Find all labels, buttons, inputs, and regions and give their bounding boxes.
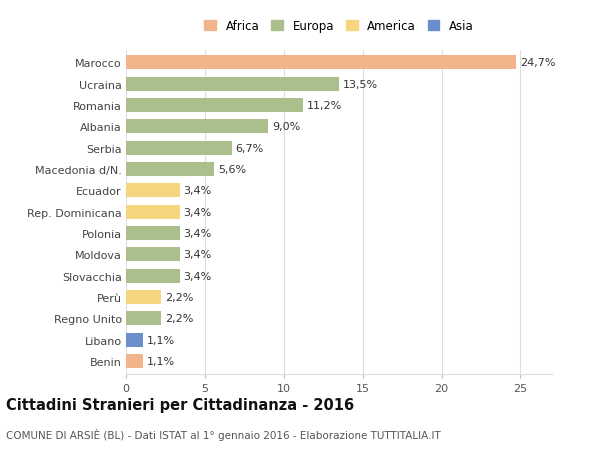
Text: 3,4%: 3,4% [184, 186, 212, 196]
Bar [126, 291, 161, 304]
Text: 9,0%: 9,0% [272, 122, 300, 132]
Bar [126, 205, 179, 219]
Bar [126, 269, 179, 283]
Text: 1,1%: 1,1% [148, 335, 175, 345]
Text: COMUNE DI ARSIÈ (BL) - Dati ISTAT al 1° gennaio 2016 - Elaborazione TUTTITALIA.I: COMUNE DI ARSIÈ (BL) - Dati ISTAT al 1° … [6, 428, 441, 440]
Bar [126, 354, 143, 368]
Text: 2,2%: 2,2% [164, 292, 193, 302]
Bar [126, 56, 516, 70]
Bar [126, 99, 303, 113]
Bar [126, 248, 179, 262]
Text: 3,4%: 3,4% [184, 250, 212, 260]
Text: Cittadini Stranieri per Cittadinanza - 2016: Cittadini Stranieri per Cittadinanza - 2… [6, 397, 354, 412]
Text: 11,2%: 11,2% [307, 101, 342, 111]
Text: 13,5%: 13,5% [343, 79, 378, 90]
Bar [126, 333, 143, 347]
Bar [126, 141, 232, 155]
Text: 1,1%: 1,1% [148, 356, 175, 366]
Text: 5,6%: 5,6% [218, 165, 247, 175]
Bar [126, 227, 179, 241]
Text: 3,4%: 3,4% [184, 229, 212, 239]
Text: 2,2%: 2,2% [164, 314, 193, 324]
Bar [126, 78, 339, 91]
Legend: Africa, Europa, America, Asia: Africa, Europa, America, Asia [202, 17, 476, 35]
Bar [126, 163, 214, 177]
Text: 6,7%: 6,7% [236, 143, 264, 153]
Bar [126, 184, 179, 198]
Text: 3,4%: 3,4% [184, 271, 212, 281]
Bar [126, 312, 161, 325]
Text: 24,7%: 24,7% [520, 58, 555, 68]
Text: 3,4%: 3,4% [184, 207, 212, 217]
Bar [126, 120, 268, 134]
